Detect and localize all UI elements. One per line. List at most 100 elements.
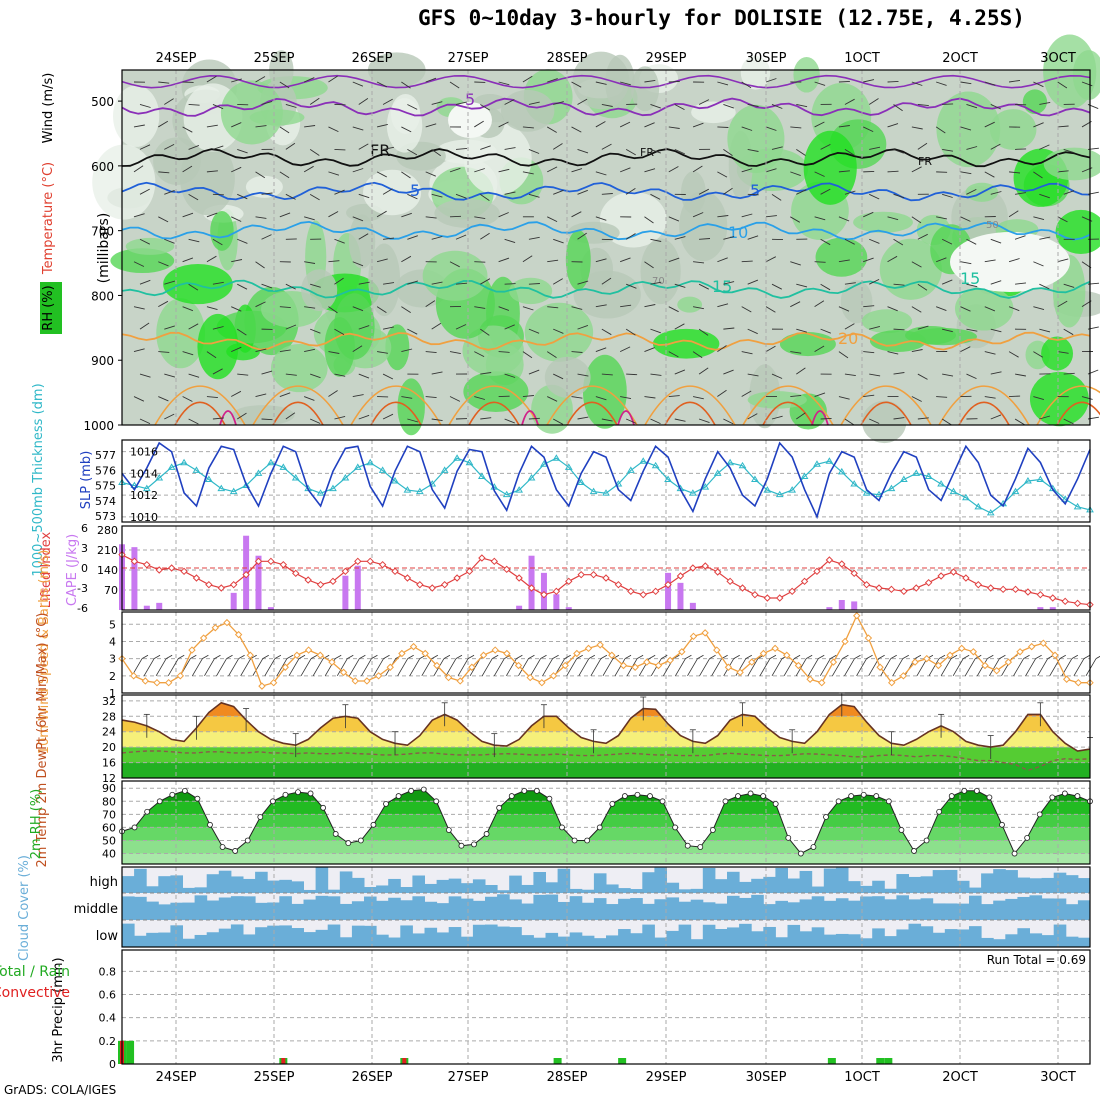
wind-barb: [133, 261, 145, 267]
thickness-frame: [121, 439, 1091, 523]
wind-barb: [601, 373, 613, 376]
cloud-bar: [533, 894, 546, 920]
wind-barb: [887, 306, 898, 312]
wind-barb: [261, 192, 273, 195]
x-tick-label: 3OCT: [1040, 51, 1076, 66]
rh-tick-label: 90: [102, 782, 116, 795]
wind-barb: [164, 280, 176, 285]
lifted-index-marker: [962, 574, 970, 582]
wind-barb: [893, 328, 905, 331]
wind-barb: [164, 189, 175, 195]
wind-barb: [650, 418, 661, 425]
lifted-index-marker: [738, 584, 747, 592]
wind-barb: [474, 306, 486, 309]
wind-barb: [814, 261, 826, 263]
wind-barb: [917, 373, 928, 380]
cloud-level-label: low: [96, 929, 119, 944]
cloud-bar: [327, 889, 341, 893]
temp-tick-label: 12: [102, 772, 116, 785]
cloud-bar: [472, 900, 486, 920]
cloud-bar: [412, 896, 425, 920]
cloud-bar: [339, 937, 353, 947]
cloud-bar: [545, 894, 559, 920]
rh-marker: [584, 837, 591, 844]
sfc-wind-barb: [347, 654, 354, 659]
wind-barb: [941, 279, 953, 285]
wind-barb: [790, 171, 801, 177]
rh-dry-patch: [448, 102, 492, 138]
sfc-wind-barb: [274, 654, 282, 659]
wind-barb: [674, 148, 685, 155]
lifted-index-marker: [378, 560, 387, 569]
x-tick-label: 30SEP: [746, 1070, 787, 1085]
thickness-marker: [564, 463, 573, 470]
lifted-index-marker: [713, 568, 722, 576]
sfc-wind-barb: [202, 654, 209, 659]
isotherm-line: [121, 97, 1091, 117]
wind-barb: [255, 216, 267, 219]
sfc-wind-barb: [914, 654, 922, 659]
rh-marker: [948, 793, 955, 799]
x-tick-label: 27SEP: [448, 1070, 489, 1085]
wind-barb: [279, 212, 291, 218]
cloud-bar: [497, 894, 510, 920]
rh-patch: [500, 89, 555, 132]
sfc-wind-barb: [916, 658, 928, 677]
wind-barb: [188, 418, 199, 425]
wind-barb: [1033, 351, 1044, 358]
wind-barb: [601, 193, 613, 195]
wind-speed-marker: [199, 634, 208, 642]
wind-tick-label: 4: [109, 635, 116, 648]
wind-barb: [619, 167, 631, 173]
cloud-bar: [206, 874, 220, 893]
wind-speed-marker: [339, 668, 348, 677]
cloud-bar: [908, 876, 922, 893]
cloud-bar: [206, 900, 220, 920]
rh-marker: [772, 801, 779, 807]
wind-barb: [935, 257, 947, 263]
wind-barb: [644, 347, 655, 353]
wind-speed-marker: [328, 658, 336, 666]
wind-speed-marker: [981, 661, 989, 670]
x-tick-label: 28SEP: [547, 51, 588, 66]
thickness-tick-label: 574: [95, 495, 116, 508]
wind-barb: [723, 236, 735, 240]
wind-barb: [431, 149, 441, 157]
wind-barb: [699, 238, 711, 240]
lifted-index-marker: [937, 572, 945, 580]
wind-barb: [376, 81, 388, 88]
precip-axis-label: 3hr Precip (mm): [51, 957, 66, 1062]
sfc-wind-barb: [711, 658, 722, 677]
wind-speed-marker: [631, 663, 639, 671]
temp-tick-label: 32: [102, 695, 116, 708]
wind-speed-marker: [456, 677, 464, 685]
isotherm-arc: [219, 410, 237, 426]
lifted-index-marker: [776, 594, 784, 602]
cloud-bar: [1053, 872, 1067, 893]
wind-barb: [1033, 396, 1045, 401]
wind-barb: [917, 417, 929, 420]
isotherm-line: [121, 181, 1091, 202]
rh-marker: [722, 798, 729, 805]
contour-label: 70: [652, 276, 665, 287]
cloud-bar: [872, 880, 885, 893]
precip-conv-bar: [402, 1058, 407, 1064]
wind-barb: [401, 171, 411, 179]
wind-barb: [237, 283, 248, 290]
wind-barb: [692, 351, 703, 359]
sfc-wind-barb: [467, 654, 475, 659]
pressure-tick-label: 500: [91, 95, 114, 109]
contour-label: 5: [410, 181, 420, 200]
sfc-wind-barb: [697, 654, 704, 659]
lifted-index-marker: [862, 580, 871, 589]
wind-barb: [279, 306, 291, 309]
rh-marker: [181, 787, 188, 794]
thickness-marker: [1036, 475, 1045, 482]
wind-barb: [334, 328, 345, 335]
wind-barb: [619, 257, 631, 263]
wind-barb: [504, 99, 515, 105]
wind-barb: [625, 188, 636, 195]
wind-barb: [765, 215, 777, 218]
wind-barb: [455, 101, 467, 105]
wind-speed-marker: [526, 673, 534, 682]
